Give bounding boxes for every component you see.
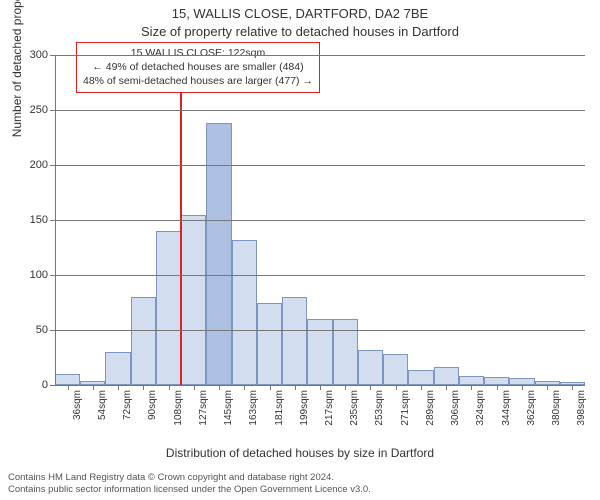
axis-left-border <box>55 55 56 385</box>
info-line1: 15 WALLIS CLOSE: 122sqm <box>83 46 313 60</box>
x-tick-mark <box>270 385 271 390</box>
x-tick-label: 398sqm <box>576 390 587 450</box>
histogram-bar <box>333 319 358 385</box>
x-tick-label: 90sqm <box>147 390 158 450</box>
gridline <box>55 165 585 166</box>
y-tick-label: 250 <box>8 104 48 116</box>
x-tick-label: 380sqm <box>551 390 562 450</box>
x-tick-mark <box>421 385 422 390</box>
plot-area: 15 WALLIS CLOSE: 122sqm ← 49% of detache… <box>55 55 585 385</box>
y-tick-label: 50 <box>8 324 48 336</box>
x-tick-mark <box>143 385 144 390</box>
page-title-line1: 15, WALLIS CLOSE, DARTFORD, DA2 7BE <box>0 6 600 21</box>
x-tick-mark <box>320 385 321 390</box>
x-tick-label: 54sqm <box>97 390 108 450</box>
x-tick-label: 145sqm <box>223 390 234 450</box>
gridline <box>55 275 585 276</box>
x-tick-label: 163sqm <box>248 390 259 450</box>
x-tick-label: 36sqm <box>72 390 83 450</box>
x-tick-mark <box>370 385 371 390</box>
info-line2: ← 49% of detached houses are smaller (48… <box>83 60 313 74</box>
histogram-bar <box>257 303 282 386</box>
x-tick-mark <box>497 385 498 390</box>
histogram-bar <box>408 370 433 385</box>
info-box: 15 WALLIS CLOSE: 122sqm ← 49% of detache… <box>76 42 320 93</box>
histogram-bar <box>131 297 156 385</box>
gridline <box>55 55 585 56</box>
x-tick-label: 362sqm <box>526 390 537 450</box>
y-tick-label: 300 <box>8 49 48 61</box>
x-tick-label: 235sqm <box>349 390 360 450</box>
x-tick-mark <box>169 385 170 390</box>
histogram-bar <box>206 123 231 385</box>
x-tick-label: 271sqm <box>400 390 411 450</box>
x-tick-mark <box>93 385 94 390</box>
histogram-bar <box>55 374 80 385</box>
x-tick-mark <box>547 385 548 390</box>
x-tick-mark <box>396 385 397 390</box>
x-tick-mark <box>194 385 195 390</box>
chart-container: 15, WALLIS CLOSE, DARTFORD, DA2 7BE Size… <box>0 0 600 500</box>
histogram-bar <box>105 352 130 385</box>
y-tick-label: 100 <box>8 269 48 281</box>
x-tick-mark <box>68 385 69 390</box>
y-tick-label: 0 <box>8 379 48 391</box>
x-tick-label: 217sqm <box>324 390 335 450</box>
histogram-bar <box>156 231 181 385</box>
footer-line2: Contains public sector information licen… <box>8 484 592 496</box>
x-tick-mark <box>446 385 447 390</box>
histogram-bar <box>509 378 534 385</box>
y-axis-title: Number of detached properties <box>10 0 24 137</box>
info-line3: 48% of semi-detached houses are larger (… <box>83 74 313 88</box>
footer-line1: Contains HM Land Registry data © Crown c… <box>8 472 592 484</box>
page-title-line2: Size of property relative to detached ho… <box>0 24 600 39</box>
histogram-bar <box>358 350 383 385</box>
x-tick-label: 181sqm <box>274 390 285 450</box>
x-tick-mark <box>295 385 296 390</box>
x-tick-mark <box>572 385 573 390</box>
x-tick-label: 306sqm <box>450 390 461 450</box>
x-tick-mark <box>471 385 472 390</box>
x-axis-title: Distribution of detached houses by size … <box>0 446 600 460</box>
histogram-bar <box>484 377 509 385</box>
histogram-bar <box>307 319 332 385</box>
x-tick-label: 289sqm <box>425 390 436 450</box>
y-tick-label: 150 <box>8 214 48 226</box>
x-tick-mark <box>522 385 523 390</box>
histogram-bar <box>232 240 257 385</box>
x-tick-label: 108sqm <box>173 390 184 450</box>
x-tick-label: 199sqm <box>299 390 310 450</box>
histogram-bar <box>181 215 206 386</box>
footer: Contains HM Land Registry data © Crown c… <box>8 472 592 496</box>
x-tick-mark <box>219 385 220 390</box>
gridline <box>55 220 585 221</box>
x-tick-label: 127sqm <box>198 390 209 450</box>
x-tick-mark <box>118 385 119 390</box>
histogram-bar <box>282 297 307 385</box>
x-tick-label: 344sqm <box>501 390 512 450</box>
x-tick-label: 324sqm <box>475 390 486 450</box>
histogram-bar <box>383 354 408 385</box>
gridline <box>55 330 585 331</box>
x-tick-label: 72sqm <box>122 390 133 450</box>
gridline <box>55 110 585 111</box>
x-tick-mark <box>244 385 245 390</box>
x-tick-label: 253sqm <box>374 390 385 450</box>
histogram-bar <box>459 376 484 385</box>
x-tick-mark <box>345 385 346 390</box>
histogram-bar <box>434 367 459 385</box>
y-tick-label: 200 <box>8 159 48 171</box>
